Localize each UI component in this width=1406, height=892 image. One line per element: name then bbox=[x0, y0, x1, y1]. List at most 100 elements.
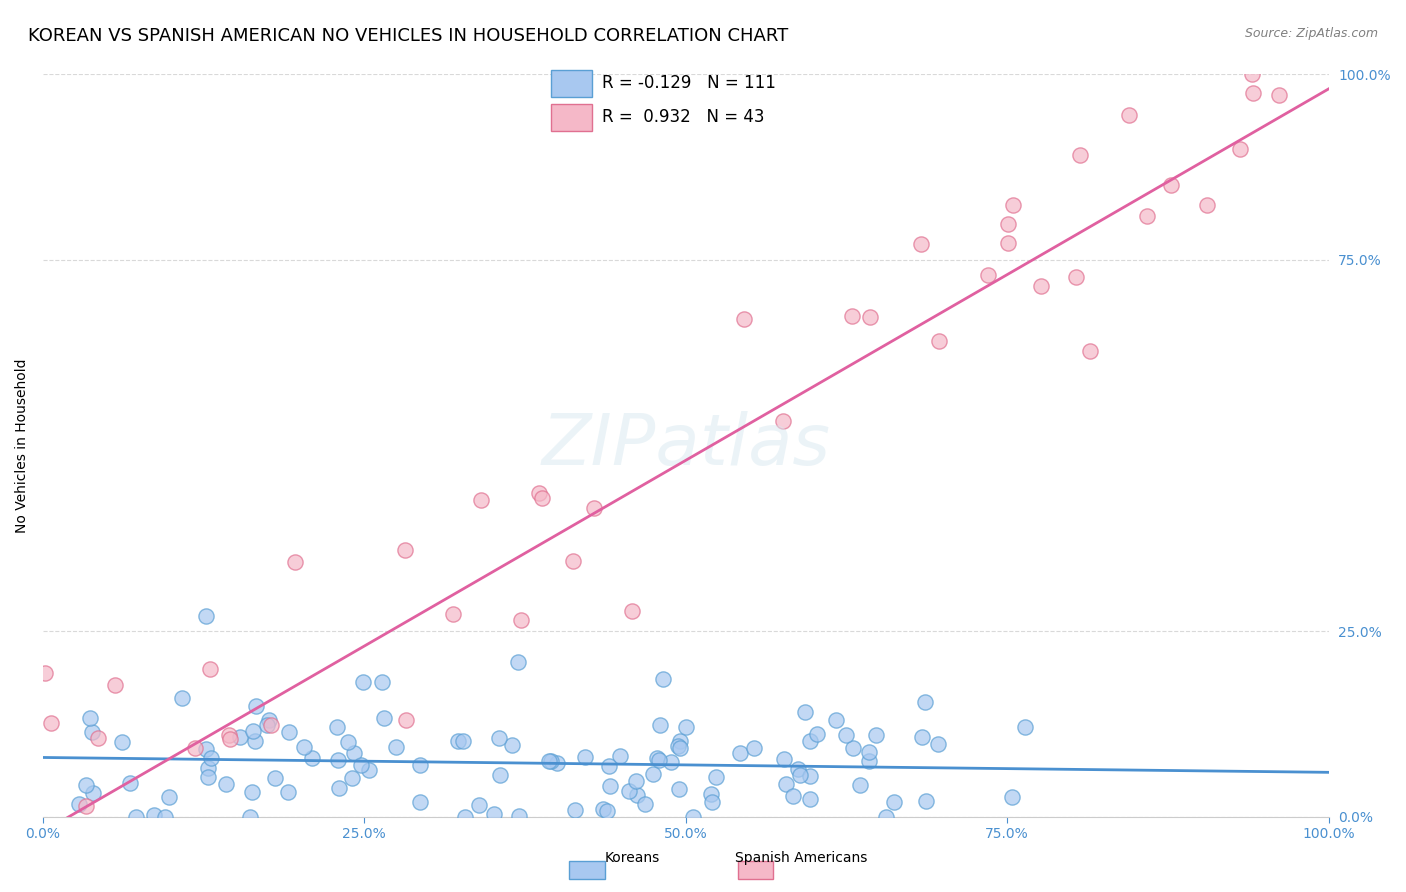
Point bbox=[39, 716, 62, 731]
Point bbox=[599, 780, 621, 794]
Point bbox=[652, 672, 675, 686]
Point bbox=[728, 746, 751, 760]
Text: R =  0.932   N = 43: R = 0.932 N = 43 bbox=[602, 108, 765, 126]
Point bbox=[669, 740, 692, 755]
Point bbox=[470, 492, 492, 507]
Point bbox=[733, 311, 755, 326]
Point bbox=[742, 740, 765, 755]
Point bbox=[277, 785, 299, 799]
Point bbox=[1002, 197, 1025, 211]
Point bbox=[184, 740, 207, 755]
Point bbox=[292, 740, 315, 755]
Point bbox=[648, 718, 671, 732]
Point bbox=[482, 806, 505, 821]
Point bbox=[782, 789, 804, 803]
Bar bbox=[551, 104, 592, 130]
Point bbox=[1014, 720, 1036, 734]
Point bbox=[1031, 278, 1053, 293]
Point bbox=[1069, 147, 1091, 161]
Point bbox=[260, 718, 283, 732]
Point bbox=[409, 795, 432, 809]
Point bbox=[352, 675, 374, 690]
Point bbox=[700, 795, 723, 809]
Point bbox=[197, 770, 219, 784]
Point bbox=[239, 810, 262, 824]
Point bbox=[825, 713, 848, 727]
Point bbox=[153, 810, 176, 824]
Point bbox=[197, 762, 219, 776]
Point bbox=[772, 414, 794, 428]
Point bbox=[634, 797, 657, 812]
Point bbox=[786, 762, 808, 776]
Point bbox=[441, 607, 464, 621]
Point bbox=[373, 711, 395, 725]
Point bbox=[245, 699, 267, 714]
Point bbox=[564, 803, 586, 817]
Point bbox=[865, 728, 887, 742]
Point bbox=[1241, 86, 1264, 100]
Point bbox=[775, 777, 797, 791]
Point bbox=[219, 732, 242, 747]
Point bbox=[256, 717, 278, 731]
Point bbox=[194, 742, 217, 756]
Point bbox=[1160, 178, 1182, 192]
Point bbox=[343, 746, 366, 760]
Point bbox=[617, 783, 640, 797]
Point bbox=[626, 773, 648, 788]
Point bbox=[546, 756, 568, 770]
Point bbox=[621, 604, 644, 618]
Point bbox=[648, 753, 671, 767]
Point bbox=[592, 801, 614, 815]
Point bbox=[325, 720, 347, 734]
Point bbox=[927, 737, 949, 751]
Point bbox=[773, 751, 796, 765]
Point bbox=[80, 724, 103, 739]
Point bbox=[264, 771, 287, 785]
Point bbox=[259, 713, 281, 727]
Point bbox=[806, 727, 828, 741]
Point bbox=[214, 777, 236, 791]
Point bbox=[277, 725, 299, 739]
Point bbox=[859, 310, 882, 324]
Point bbox=[977, 268, 1000, 282]
Point bbox=[1078, 344, 1101, 359]
Point bbox=[858, 745, 880, 759]
Point bbox=[626, 788, 648, 802]
Point bbox=[195, 609, 218, 624]
Point bbox=[562, 554, 585, 568]
Point bbox=[447, 734, 470, 748]
Point bbox=[669, 733, 692, 747]
Point bbox=[200, 662, 222, 676]
Point bbox=[997, 217, 1019, 231]
Point bbox=[75, 799, 97, 814]
Point bbox=[835, 728, 858, 742]
Point bbox=[609, 749, 631, 764]
Point bbox=[675, 720, 697, 734]
Point bbox=[875, 810, 897, 824]
Point bbox=[659, 755, 682, 769]
Y-axis label: No Vehicles in Household: No Vehicles in Household bbox=[15, 359, 30, 533]
Point bbox=[501, 739, 523, 753]
Text: ZIPatlas: ZIPatlas bbox=[541, 411, 831, 480]
Point bbox=[409, 757, 432, 772]
Point bbox=[510, 613, 533, 627]
Point bbox=[218, 728, 240, 742]
Point bbox=[340, 771, 363, 785]
Point bbox=[75, 778, 97, 792]
Point bbox=[284, 555, 307, 569]
Point bbox=[858, 754, 880, 768]
Point bbox=[229, 730, 252, 744]
Point bbox=[910, 237, 932, 252]
Point bbox=[529, 486, 551, 500]
Point bbox=[914, 695, 936, 709]
Text: Koreans: Koreans bbox=[605, 851, 661, 865]
Point bbox=[668, 782, 690, 797]
Point bbox=[394, 543, 416, 558]
Point bbox=[143, 808, 166, 822]
Bar bbox=[551, 70, 592, 96]
Point bbox=[1195, 198, 1218, 212]
Point bbox=[799, 792, 821, 806]
Point bbox=[1136, 209, 1159, 223]
Text: R = -0.129   N = 111: R = -0.129 N = 111 bbox=[602, 74, 776, 92]
Point bbox=[359, 763, 381, 777]
